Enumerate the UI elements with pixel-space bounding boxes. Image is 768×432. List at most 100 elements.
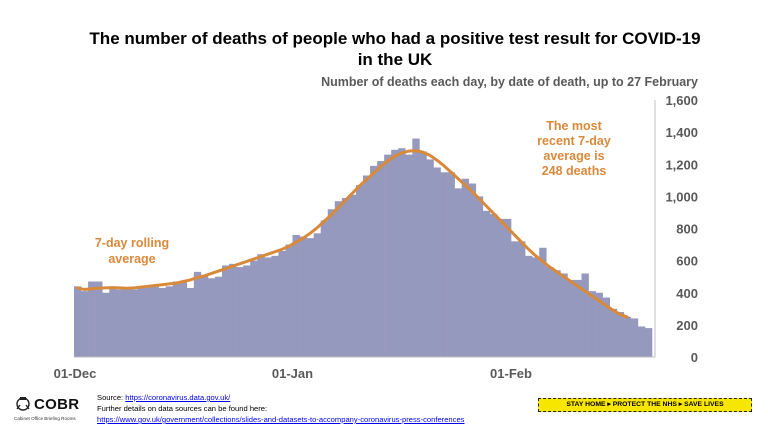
y-tick-label: 1,000 bbox=[665, 189, 698, 204]
bar bbox=[532, 257, 540, 357]
bar bbox=[581, 273, 589, 357]
bar bbox=[264, 257, 272, 357]
source-link[interactable]: https://coronavirus.data.gov.uk/ bbox=[125, 393, 231, 402]
y-axis-ticks: 0 200 400 600 800 1,000 1,200 1,400 1,600 bbox=[665, 93, 698, 365]
bar bbox=[370, 165, 378, 357]
cobr-logo-subtitle: Cabinet Office Briefing Rooms bbox=[14, 416, 76, 421]
bar bbox=[489, 214, 498, 357]
bar bbox=[454, 188, 462, 357]
bar bbox=[306, 238, 314, 357]
bar bbox=[511, 241, 519, 357]
bar bbox=[588, 291, 596, 357]
bar bbox=[440, 172, 448, 357]
stay-home-banner: STAY HOME ▸ PROTECT THE NHS ▸ SAVE LIVES bbox=[538, 398, 752, 412]
bar bbox=[88, 281, 96, 357]
bar bbox=[278, 250, 286, 357]
bar bbox=[363, 175, 371, 357]
bar bbox=[95, 281, 103, 357]
bar bbox=[539, 247, 547, 357]
bar bbox=[193, 271, 202, 357]
recent-average-annotation: 248 deaths bbox=[542, 164, 607, 178]
bar bbox=[468, 183, 477, 357]
bar bbox=[236, 267, 244, 357]
bar bbox=[419, 151, 427, 357]
bar bbox=[74, 286, 82, 357]
details-line: https://www.gov.uk/government/collection… bbox=[97, 415, 464, 424]
bar bbox=[482, 210, 491, 357]
bar bbox=[285, 244, 293, 357]
source-prefix: Source: bbox=[97, 393, 126, 402]
bar bbox=[320, 220, 329, 357]
y-tick-label: 800 bbox=[676, 222, 698, 237]
bar bbox=[553, 270, 561, 357]
rolling-average-annotation: 7-day rolling bbox=[95, 236, 169, 250]
bar bbox=[172, 281, 181, 357]
bar bbox=[214, 276, 223, 357]
source-line: Source: https://coronavirus.data.gov.uk/ bbox=[97, 393, 230, 402]
bar bbox=[574, 279, 582, 357]
bar bbox=[179, 281, 188, 357]
bar bbox=[609, 308, 618, 357]
x-tick-label: 01-Jan bbox=[272, 366, 313, 381]
y-tick-label: 1,200 bbox=[665, 157, 698, 172]
bar bbox=[546, 267, 554, 357]
bar bbox=[384, 154, 392, 357]
bar bbox=[116, 289, 124, 357]
x-axis-ticks: 01-Dec 01-Jan 01-Feb bbox=[54, 366, 532, 381]
bar bbox=[123, 287, 131, 357]
bar bbox=[503, 218, 512, 357]
bar bbox=[595, 292, 603, 357]
bar bbox=[630, 318, 639, 357]
recent-average-annotation: average is bbox=[543, 149, 604, 163]
bar bbox=[229, 263, 237, 357]
y-tick-label: 200 bbox=[676, 318, 698, 333]
bar bbox=[644, 328, 653, 357]
bar bbox=[257, 254, 265, 357]
bar bbox=[433, 167, 441, 357]
bar-series bbox=[74, 138, 653, 358]
bar bbox=[137, 287, 145, 357]
bar bbox=[81, 291, 89, 357]
bar bbox=[165, 286, 173, 357]
y-tick-label: 600 bbox=[676, 254, 698, 269]
bar bbox=[102, 292, 110, 357]
bar bbox=[637, 326, 646, 357]
bar bbox=[602, 297, 611, 357]
x-tick-label: 01-Feb bbox=[490, 366, 532, 381]
royal-crest-icon bbox=[16, 397, 30, 411]
chart-title-line2: in the UK bbox=[357, 50, 433, 69]
bar bbox=[144, 286, 152, 357]
bar bbox=[292, 234, 300, 357]
chart-title-line1: The number of deaths of people who had a… bbox=[89, 29, 701, 48]
bar bbox=[334, 201, 343, 357]
bar bbox=[109, 287, 117, 357]
bar bbox=[271, 255, 279, 357]
bar bbox=[475, 196, 484, 358]
bar bbox=[377, 161, 385, 357]
bar bbox=[616, 312, 625, 357]
bar bbox=[567, 279, 575, 357]
bar bbox=[525, 255, 533, 357]
bar bbox=[405, 154, 413, 357]
bar bbox=[447, 172, 455, 357]
bar bbox=[207, 278, 216, 357]
bar bbox=[398, 148, 406, 357]
bar bbox=[186, 287, 195, 357]
y-tick-label: 1,400 bbox=[665, 125, 698, 140]
x-tick-label: 01-Dec bbox=[54, 366, 97, 381]
bar bbox=[348, 194, 357, 357]
bar bbox=[200, 275, 209, 357]
bar bbox=[412, 138, 420, 357]
bar bbox=[313, 233, 322, 357]
bar bbox=[426, 159, 434, 357]
cobr-logo: COBR bbox=[34, 396, 80, 413]
bar bbox=[461, 178, 470, 357]
bar bbox=[243, 265, 251, 357]
details-link[interactable]: https://www.gov.uk/government/collection… bbox=[97, 415, 465, 424]
rolling-average-line bbox=[76, 149, 629, 319]
chart-subtitle: Number of deaths each day, by date of de… bbox=[321, 75, 698, 89]
bar bbox=[355, 185, 364, 357]
bar bbox=[299, 236, 307, 357]
bar bbox=[327, 209, 336, 357]
